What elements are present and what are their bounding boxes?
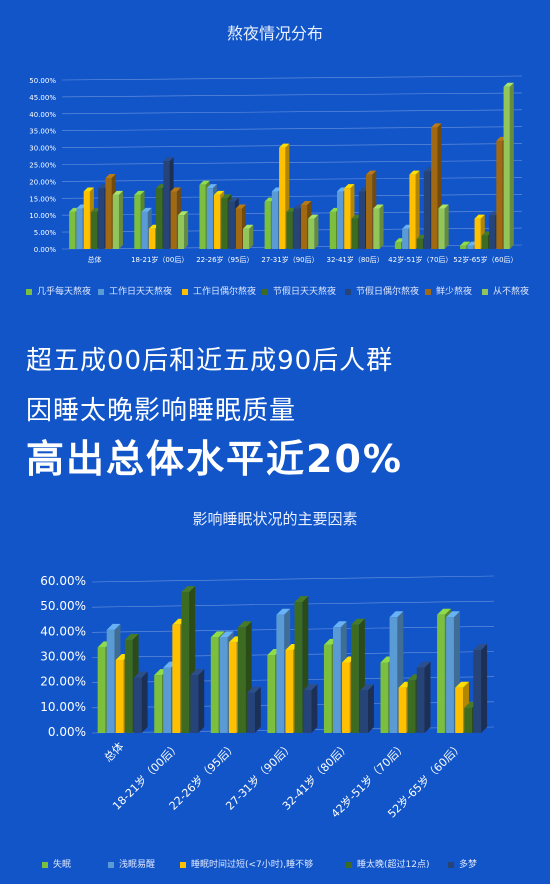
gridline (91, 575, 495, 583)
bar (243, 224, 254, 249)
bar (190, 669, 205, 733)
bar (303, 684, 318, 733)
legend-label: 睡眠时间过短(<7小时),睡不够 (191, 860, 314, 870)
legend-swatch (42, 861, 48, 868)
bar (308, 214, 319, 249)
y-tick-label: 35.00% (29, 128, 56, 136)
y-tick-label: 15.00% (29, 195, 56, 203)
y-tick-label: 20.00% (29, 178, 56, 186)
legend-item: 节假日偶尔熬夜 (345, 284, 419, 297)
gridline (61, 177, 523, 182)
legend-item: 鲜少熬夜 (425, 284, 472, 297)
chart1-sleep-late-distribution: 0.00% 5.00% 10.00% 15.00% 20.00% 25.00% 30.00%… (29, 75, 523, 264)
legend-label: 工作日偶尔熬夜 (193, 287, 257, 297)
y-tick-label: 60.00% (40, 574, 86, 588)
gridline (61, 160, 523, 165)
y-tick-label: 20.00% (40, 675, 86, 689)
legend-item: 工作日偶尔熬夜 (182, 284, 256, 297)
bar (409, 170, 420, 249)
legend-label: 从不熬夜 (493, 287, 530, 297)
y-tick-label: 40.00% (29, 111, 56, 119)
gridline (61, 143, 523, 148)
legend-swatch (425, 288, 431, 295)
y-tick-label: 30.00% (29, 145, 56, 153)
x-tick-label: 32-41岁（80后） (327, 255, 384, 264)
legend-swatch (448, 861, 454, 868)
chart2-sleep-factors: 0.00% 10.00% 20.00% 30.00% 40.00% 50.00% 60.00… (40, 574, 495, 821)
legend-swatch (98, 288, 104, 295)
legend-item: 从不熬夜 (482, 284, 529, 297)
legend-swatch (482, 288, 488, 295)
bar (247, 686, 261, 733)
legend-label: 节假日天天熬夜 (273, 287, 337, 297)
legend-item: 节假日天天熬夜 (262, 284, 336, 297)
bar (133, 671, 148, 733)
x-tick-label: 总体 (88, 255, 102, 264)
y-tick-label: 10.00% (29, 212, 56, 220)
y-tick-label: 50.00% (40, 599, 86, 613)
y-tick-label: 10.00% (40, 700, 86, 714)
x-tick-label: 18-21岁（00后） (131, 255, 188, 264)
y-tick-label: 0.00% (34, 246, 57, 254)
y-tick-label: 5.00% (34, 229, 57, 237)
gridline (61, 126, 523, 131)
legend-item: 浅眠易醒 (108, 857, 155, 870)
legend-item: 几乎每天熬夜 (26, 284, 91, 297)
y-tick-label: 50.00% (29, 77, 56, 85)
legend-item: 睡眠时间过短(<7小时),睡不够 (180, 857, 313, 870)
legend-swatch (182, 288, 188, 295)
legend-swatch (346, 861, 352, 868)
y-tick-label: 25.00% (29, 162, 56, 170)
legend-item: 工作日天天熬夜 (98, 284, 172, 297)
headline-line-2: 因睡太晚影响睡眠质量 (26, 396, 297, 426)
chart1-title: 熬夜情况分布 (226, 24, 323, 43)
bar (438, 204, 449, 249)
y-tick-label: 40.00% (40, 624, 86, 638)
legend-label: 几乎每天熬夜 (37, 287, 92, 297)
legend-label: 浅眠易醒 (119, 860, 156, 870)
bar (373, 204, 384, 249)
x-tick-label: 52岁-65岁（60后） (453, 255, 517, 264)
legend-label: 睡太晚(超过12点) (357, 860, 430, 870)
y-tick-label: 45.00% (29, 94, 56, 102)
x-tick-label: 总体 (101, 739, 126, 764)
y-tick-label: 0.00% (48, 725, 86, 739)
gridline (61, 109, 523, 115)
x-tick-label: 42岁-51岁（70后） (388, 255, 452, 264)
legend-label: 工作日天天熬夜 (109, 287, 173, 297)
gridline (91, 626, 495, 633)
bar (416, 661, 431, 733)
legend-label: 多梦 (459, 860, 478, 870)
legend-label: 鲜少熬夜 (436, 287, 473, 297)
legend-item: 失眠 (42, 857, 71, 870)
y-tick-label: 30.00% (40, 650, 86, 664)
legend-label: 节假日偶尔熬夜 (356, 287, 420, 297)
gridline (61, 75, 523, 81)
headline-line-3: 高出总体水平近20% (26, 437, 403, 481)
headline-line-1: 超五成00后和近五成90后人群 (26, 346, 394, 376)
legend-swatch (180, 861, 186, 868)
bar (503, 82, 514, 249)
gridline (91, 600, 495, 608)
x-tick-label: 22-26岁（95后） (196, 255, 253, 264)
legend-swatch (345, 288, 351, 295)
bar (112, 190, 123, 249)
legend-swatch (26, 288, 32, 295)
legend-swatch (262, 288, 268, 295)
legend-swatch (108, 861, 114, 868)
x-tick-label: 27-31岁（90后） (261, 255, 318, 264)
bar (360, 684, 374, 733)
gridline (61, 92, 523, 98)
legend-item: 睡太晚(超过12点) (346, 857, 429, 870)
legend-item: 多梦 (448, 857, 477, 870)
gridline (61, 194, 523, 199)
legend-label: 失眠 (53, 860, 72, 870)
bar (473, 643, 488, 733)
bar (177, 211, 189, 249)
chart2-title: 影响睡眠状况的主要因素 (192, 510, 358, 528)
